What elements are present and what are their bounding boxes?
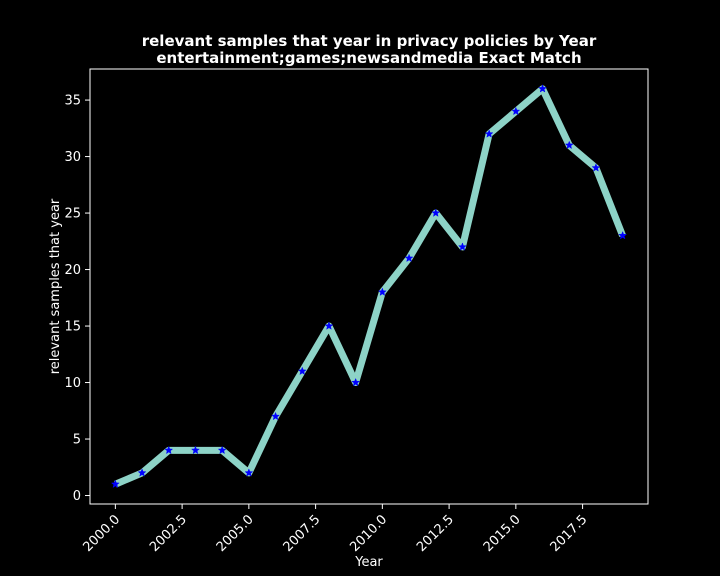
- y-tick-label: 35: [64, 94, 81, 109]
- series-group: [110, 84, 628, 489]
- data-point-marker: [511, 106, 521, 116]
- chart-title-line-1: relevant samples that year in privacy po…: [142, 32, 597, 50]
- data-point-marker: [591, 163, 601, 172]
- chart-title-line-2: entertainment;games;newsandmedia Exact M…: [156, 49, 581, 67]
- y-tick-label: 5: [73, 433, 81, 448]
- y-tick-label: 15: [64, 320, 81, 335]
- y-tick-label: 25: [64, 207, 81, 222]
- data-point-marker: [271, 411, 281, 421]
- data-point-marker: [618, 230, 628, 240]
- data-point-marker: [324, 321, 334, 330]
- y-tick-label: 10: [64, 376, 81, 391]
- data-point-marker: [164, 445, 174, 455]
- data-point-marker: [137, 468, 147, 477]
- data-point-marker: [351, 377, 361, 387]
- plot-area-frame: [89, 68, 649, 505]
- data-point-marker: [377, 287, 387, 296]
- data-point-marker: [190, 445, 200, 455]
- data-point-marker: [457, 242, 467, 251]
- series-line: [113, 85, 626, 488]
- y-axis-ticks: 0 5 10 15 20 25 30 35: [64, 94, 90, 504]
- y-tick-label: 30: [64, 150, 81, 165]
- x-axis-label: Year: [354, 555, 383, 570]
- data-point-marker: [431, 208, 441, 217]
- y-axis-label: relevant samples that year: [48, 198, 63, 374]
- y-tick-label: 20: [64, 263, 81, 278]
- data-point-marker: [484, 129, 494, 138]
- data-point-marker: [297, 366, 307, 376]
- data-point-marker: [404, 253, 414, 263]
- data-point-marker: [244, 468, 254, 477]
- data-point-marker: [538, 84, 548, 93]
- data-point-marker: [217, 445, 227, 455]
- data-point-marker: [564, 140, 574, 150]
- y-tick-label: 0: [73, 489, 81, 504]
- data-point-marker: [110, 479, 120, 489]
